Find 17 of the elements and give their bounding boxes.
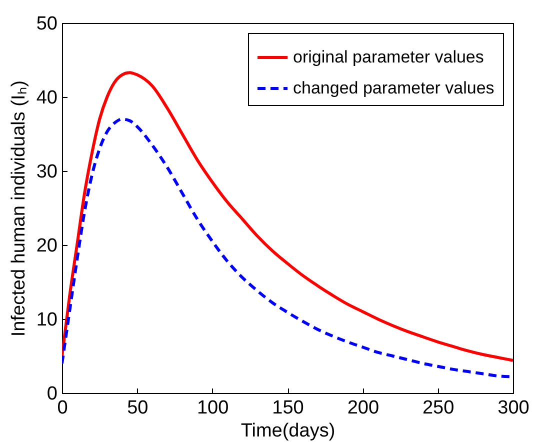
y-axis-title: Infected human individuals (Iₕ)	[8, 80, 30, 337]
legend-label: changed parameter values	[293, 78, 494, 98]
x-tick-label: 300	[498, 398, 530, 418]
y-tick-label: 10	[36, 310, 58, 330]
x-tick-label: 150	[272, 398, 304, 418]
x-tick-label: 200	[347, 398, 380, 418]
y-tick-label: 40	[36, 88, 58, 108]
x-tick-label: 100	[196, 398, 229, 418]
legend-label: original parameter values	[293, 48, 484, 66]
y-tick-label: 50	[36, 14, 58, 34]
y-tick-label: 30	[36, 162, 58, 182]
x-tick-label: 250	[422, 398, 454, 418]
y-tick-label: 0	[46, 384, 58, 404]
y-tick-label: 20	[36, 236, 58, 256]
x-axis-title: Time(days)	[240, 420, 336, 442]
line-series	[62, 71, 513, 362]
x-tick-label: 50	[127, 398, 148, 418]
